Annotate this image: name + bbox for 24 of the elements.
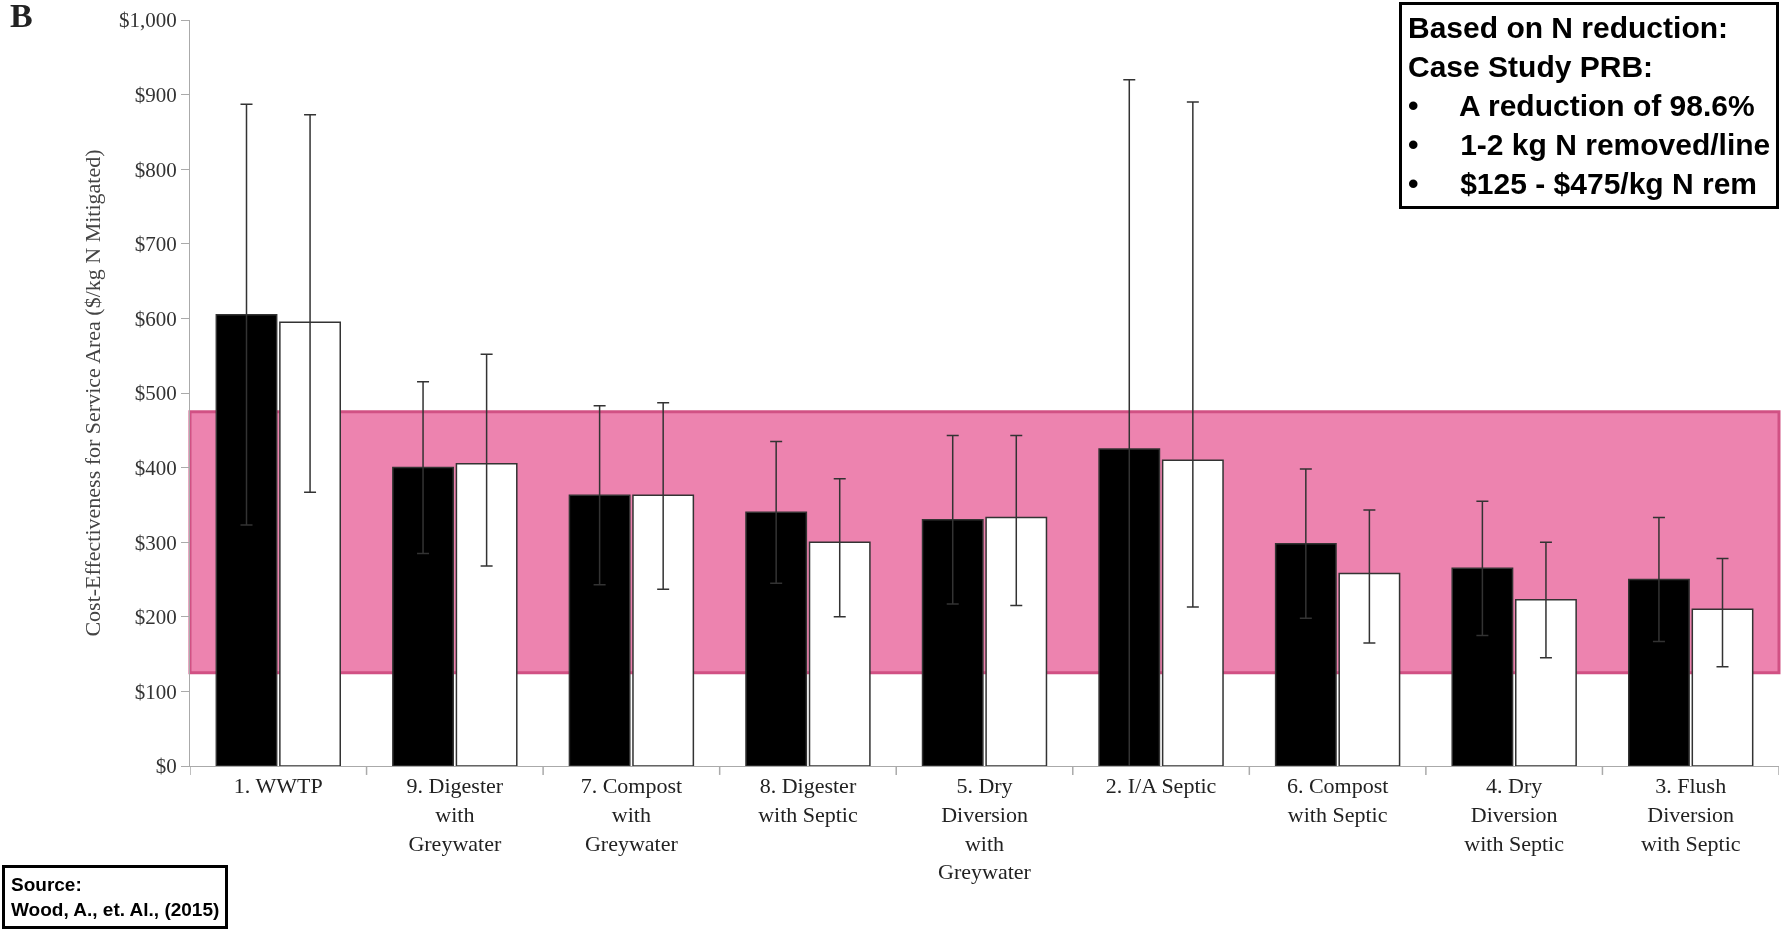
y-tick-label: $500 — [134, 381, 177, 406]
y-axis-title: Cost-Effectiveness for Service Area ($/kg N Mitigated) — [79, 149, 105, 637]
x-tick-label: 8. Digester with Septic — [758, 773, 858, 827]
y-tick-label: $600 — [134, 306, 177, 331]
text: B — [10, 0, 33, 34]
source-note: Source: Wood, A., et. Al., (2015) — [11, 874, 220, 920]
x-tick-label: 5. Dry Diversion with Greywater — [938, 773, 1032, 885]
annotation: Based on N reduction: Case Study PRB: • A reduction of 98.6% • 1-2 kg N removed/line • $125 - $475/kg N rem — [1408, 11, 1771, 200]
y-tick-label: $700 — [134, 232, 177, 257]
x-tick-label: 6. Compost with Septic — [1286, 773, 1389, 827]
x-tick-label: 7. Compost with Greywater — [580, 773, 683, 856]
y-tick-label: $400 — [134, 455, 177, 480]
x-tick-label: 2. I/A Septic — [1105, 773, 1217, 799]
y-tick-label: $0 — [155, 754, 177, 779]
y-tick-label: $1,000 — [119, 8, 177, 33]
x-tick-label: 4. Dry Diversion with Septic — [1464, 773, 1565, 856]
x-tick-label: 3. Flush Diversion with Septic — [1640, 773, 1741, 856]
y-tick-label: $200 — [134, 605, 177, 630]
x-tick-label: 1. WWTP — [233, 773, 323, 799]
x-tick-label: 9. Digester with Greywater — [406, 773, 504, 856]
y-tick-label: $100 — [134, 679, 177, 704]
y-tick-label: $800 — [134, 157, 177, 182]
y-tick-label: $900 — [134, 82, 177, 107]
y-tick-label: $300 — [134, 530, 177, 555]
